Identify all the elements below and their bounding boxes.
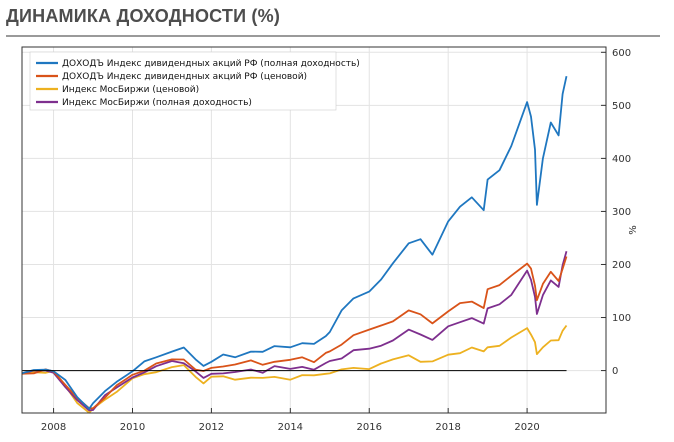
y-tick-label: 100	[612, 313, 631, 324]
y-tick-label: 400	[612, 154, 631, 165]
y-axis-label: %	[628, 225, 639, 235]
x-tick-label: 2016	[357, 422, 382, 433]
x-tick-label: 2008	[41, 422, 66, 433]
y-axis: 0 100 200 300 400 500 600	[601, 48, 631, 377]
y-tick-label: 300	[612, 207, 631, 218]
x-tick-label: 2014	[278, 422, 303, 433]
legend: ДОХОДЪ Индекс дивидендных акций РФ (полн…	[29, 51, 360, 111]
y-tick-label: 600	[612, 48, 631, 59]
x-tick-label: 2020	[514, 422, 539, 433]
legend-label: Индекс МосБиржи (полная доходность)	[62, 98, 252, 108]
plot-frame	[21, 46, 607, 414]
y-tick-label: 200	[612, 260, 631, 271]
x-tick-label: 2012	[199, 422, 224, 433]
legend-box	[29, 51, 337, 111]
page-title: ДИНАМИКА ДОХОДНОСТИ (%)	[6, 6, 281, 26]
legend-label: ДОХОДЪ Индекс дивидендных акций РФ (цено…	[62, 72, 307, 82]
legend-label: ДОХОДЪ Индекс дивидендных акций РФ (полн…	[62, 59, 360, 69]
y-tick-label: 500	[612, 101, 631, 112]
title-divider	[6, 35, 660, 37]
x-tick-label: 2018	[435, 422, 460, 433]
series-line-0	[21, 76, 568, 410]
legend-label: Индекс МосБиржи (ценовой)	[62, 85, 199, 95]
series-line-2	[21, 324, 568, 414]
y-tick-label: 0	[612, 366, 618, 377]
series-lines	[21, 76, 568, 414]
x-axis: 2008 2010 2012 2014 2016 2018 2020	[41, 408, 540, 433]
series-line-1	[21, 256, 568, 410]
x-tick-label: 2010	[120, 422, 145, 433]
